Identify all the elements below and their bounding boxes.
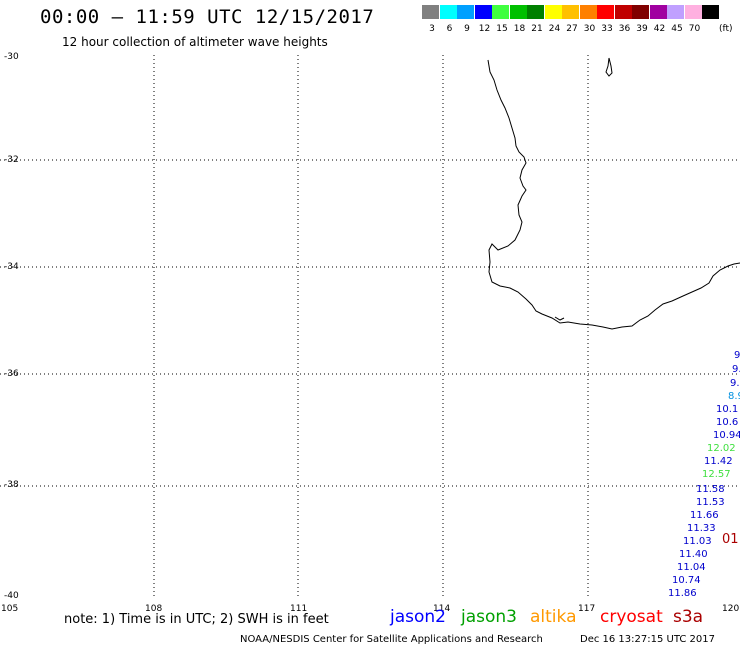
lat-label: -36 — [4, 369, 19, 379]
wave-height-observation: 9. — [732, 364, 740, 375]
lat-label: -40 — [4, 591, 19, 601]
wave-height-observation: 8.9 — [728, 391, 740, 402]
legend-swatch — [544, 5, 562, 19]
coastline-islet — [605, 57, 613, 77]
legend-label: 27 — [566, 24, 578, 34]
wave-height-observation: 10.1 — [716, 404, 739, 415]
legend-label: 30 — [583, 24, 596, 34]
legend-swatch — [492, 5, 509, 19]
lat-label: -38 — [4, 480, 19, 490]
graticule — [0, 55, 740, 598]
lon-label: 105 — [1, 604, 19, 614]
legend-swatch — [439, 5, 457, 19]
color-legend: 3 6 9 12 15 18 21 24 27 30 33 36 39 42 45 70 (ft) — [422, 5, 733, 35]
lon-label: 117 — [578, 604, 596, 614]
lon-label: 114 — [433, 604, 451, 614]
lat-label: -30 — [4, 52, 19, 62]
wave-height-observation: 10.74 — [672, 575, 701, 586]
wave-height-observation: 10.94 — [713, 430, 740, 441]
wave-height-observation: 11.53 — [696, 497, 725, 508]
coastline-west-australia — [487, 59, 740, 330]
legend-label: 9 — [464, 24, 470, 34]
legend-label: 6 — [446, 24, 453, 34]
legend-label: 3 — [429, 24, 435, 34]
generated-timestamp: Dec 16 13:27:15 UTC 2017 — [580, 634, 715, 645]
legend-label: 12 — [478, 24, 491, 34]
legend-swatch — [684, 5, 702, 19]
legend-label: 33 — [601, 24, 613, 34]
satellite-jason3: jason3 — [461, 607, 517, 627]
wave-height-observation: 11.66 — [690, 510, 719, 521]
wave-height-observation: 12.57 — [702, 469, 731, 480]
wave-height-observation: 9 — [734, 350, 740, 361]
legend-unit: (ft) — [719, 24, 733, 34]
legend-swatch — [667, 5, 684, 19]
legend-label: 24 — [548, 24, 561, 34]
wave-height-observation: 11.42 — [704, 456, 733, 467]
legend-label: 70 — [688, 24, 701, 34]
legend-swatch — [614, 5, 632, 19]
wave-height-observation: 11.58 — [696, 484, 725, 495]
coastline-bay-inlet — [554, 316, 565, 321]
lon-label: 120 — [722, 604, 740, 614]
legend-swatch — [579, 5, 597, 19]
legend-swatch — [422, 5, 439, 19]
legend-swatch — [457, 5, 474, 19]
lat-label: -32 — [4, 155, 19, 165]
satellite-jason2: jason2 — [390, 607, 446, 627]
wave-height-observation: 11.33 — [687, 523, 716, 534]
map-subtitle: 12 hour collection of altimeter wave hei… — [62, 35, 328, 49]
legend-swatch — [632, 5, 649, 19]
footer-note: note: 1) Time is in UTC; 2) SWH is in fe… — [64, 612, 329, 627]
lat-label: -34 — [4, 262, 19, 272]
legend-label: 21 — [531, 24, 543, 34]
wave-height-observation: 9. — [730, 378, 740, 389]
wave-height-observation: 11.40 — [679, 549, 708, 560]
map-title: 00:00 – 11:59 UTC 12/15/2017 — [40, 6, 375, 28]
wave-height-observation: 11.86 — [668, 588, 697, 599]
legend-label: 36 — [618, 24, 631, 34]
legend-label: 42 — [653, 24, 666, 34]
legend-swatch — [527, 5, 544, 19]
legend-label: 45 — [671, 24, 683, 34]
wave-height-observation: 10.6 — [716, 417, 739, 428]
legend-swatch — [474, 5, 492, 19]
lon-label: 108 — [145, 604, 163, 614]
cryosat-observation: 01 — [722, 532, 739, 547]
wave-height-observation: 12.02 — [707, 443, 736, 454]
satellite-s3a: s3a — [673, 607, 704, 627]
legend-swatch — [562, 5, 579, 19]
credit-line: NOAA/NESDIS Center for Satellite Applica… — [240, 634, 543, 645]
legend-swatch — [649, 5, 667, 19]
legend-swatch — [509, 5, 527, 19]
legend-swatch — [702, 5, 719, 19]
satellite-cryosat: cryosat — [600, 607, 663, 627]
lon-label: 111 — [290, 604, 308, 614]
legend-label: 39 — [636, 24, 648, 34]
satellite-altika: altika — [530, 607, 577, 627]
legend-label: 18 — [513, 24, 526, 34]
wave-height-observation: 11.03 — [683, 536, 712, 547]
legend-label: 15 — [496, 24, 508, 34]
wave-height-observation: 11.04 — [677, 562, 706, 573]
legend-swatch — [597, 5, 614, 19]
